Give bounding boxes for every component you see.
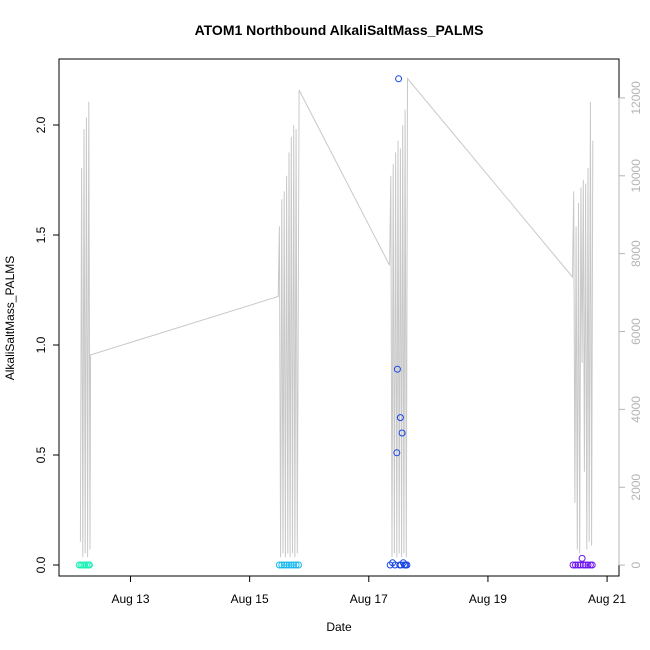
data-point (572, 561, 579, 569)
x-tick-label: Aug 21 (588, 592, 626, 606)
data-point (386, 561, 394, 569)
x-axis-label: Date (326, 620, 352, 634)
data-point (396, 414, 404, 422)
data-point (578, 554, 586, 562)
data-point (389, 559, 397, 567)
x-tick-label: Aug 15 (231, 592, 269, 606)
y-axis-label: AlkaliSaltMass_PALMS (3, 256, 17, 381)
y-tick-label: 2.0 (34, 116, 48, 133)
y2-tick-label: 8000 (629, 240, 643, 267)
y2-tick-label: 6000 (629, 318, 643, 345)
y-tick-label: 1.0 (34, 336, 48, 353)
data-point (588, 561, 596, 569)
data-point (569, 561, 577, 569)
y-tick-label: 0.0 (34, 556, 48, 573)
data-point (393, 449, 401, 457)
x-tick-label: Aug 17 (350, 592, 388, 606)
y2-tick-label: 10000 (629, 159, 643, 193)
data-point (398, 429, 406, 437)
data-point (576, 561, 584, 569)
y2-tick-label: 0 (629, 561, 643, 568)
y-tick-label: 1.5 (34, 226, 48, 243)
data-point (403, 561, 411, 569)
altitude-trace-layer (79, 77, 594, 558)
data-point (574, 561, 582, 569)
data-point (275, 561, 283, 569)
chart-title: ATOM1 Northbound AlkaliSaltMass_PALMS (195, 22, 484, 38)
data-point (85, 561, 93, 569)
axes-layer: Aug 13 Aug 15 Aug 17 Aug 19 Aug 21 0.0 0.5 1.0 1… (34, 81, 643, 606)
data-point (287, 561, 295, 569)
data-point (278, 561, 286, 569)
data-point (295, 561, 302, 569)
x-tick-label: Aug 19 (469, 592, 507, 606)
y2-tick-label: 4000 (629, 396, 643, 423)
data-point (395, 75, 403, 83)
data-point (582, 561, 590, 569)
data-point (283, 561, 291, 569)
data-point (285, 561, 293, 569)
plot-frame (58, 58, 620, 577)
y-tick-label: 0.5 (34, 446, 48, 463)
data-point (290, 561, 298, 569)
data-point (579, 561, 587, 569)
data-points-layer (75, 75, 596, 569)
altitude-trace-line (79, 77, 594, 558)
y2-tick-label: 2000 (629, 474, 643, 501)
data-point (393, 365, 401, 373)
data-point (280, 561, 288, 569)
data-point (584, 561, 592, 569)
y2-tick-label: 12000 (629, 81, 643, 115)
data-point (292, 561, 300, 569)
x-tick-label: Aug 13 (111, 592, 149, 606)
